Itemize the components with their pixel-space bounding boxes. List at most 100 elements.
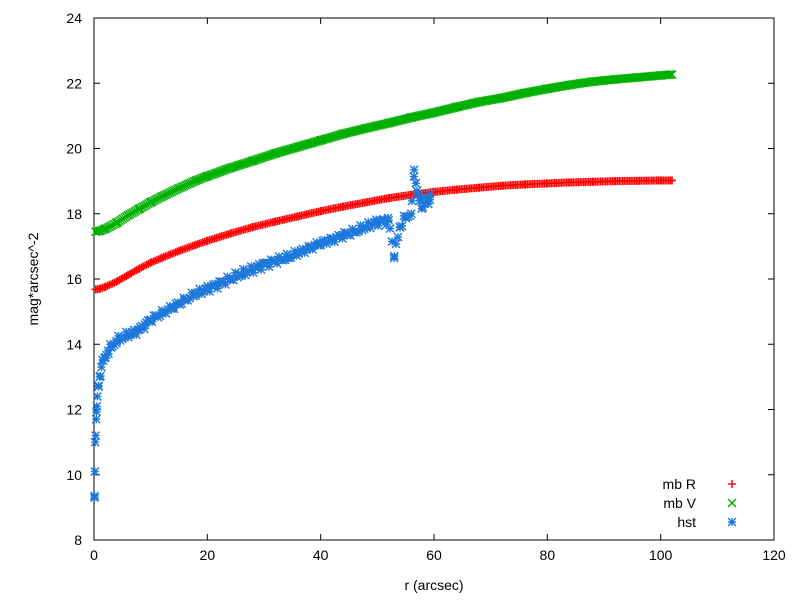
point-hst: [397, 221, 407, 231]
point-mb-v: [337, 129, 347, 139]
point-mb-r: [107, 280, 115, 289]
point-mb-r: [129, 268, 138, 277]
point-mb-v: [441, 105, 451, 115]
point-mb-r: [147, 258, 156, 267]
point-mb-r: [132, 266, 141, 275]
x-axis-label: r (arcsec): [404, 577, 463, 593]
point-mb-v: [351, 126, 361, 136]
point-mb-v: [438, 106, 447, 116]
point-mb-v: [402, 114, 412, 124]
point-mb-v: [392, 116, 402, 126]
point-mb-v: [443, 104, 453, 114]
legend-marker-hst: [727, 517, 737, 527]
point-mb-v: [387, 117, 396, 127]
axis-tick-labels: 0 20 40 60 80 100 120 8 10 12 14 16 18 20 22 24: [66, 10, 785, 563]
point-mb-v: [397, 115, 407, 125]
point-mb-v: [354, 125, 364, 135]
point-hst: [385, 223, 395, 233]
point-mb-r: [149, 257, 158, 266]
point-mb-v: [395, 115, 405, 125]
series-mb-v: [91, 69, 677, 237]
plot-frame: [93, 17, 775, 541]
point-mb-v: [390, 117, 400, 127]
point-hst: [407, 196, 417, 206]
point-mb-v: [356, 125, 366, 135]
point-mb-r: [127, 269, 136, 278]
y-tick-label: 24: [66, 10, 82, 26]
data-marks: [90, 69, 677, 503]
point-hst: [393, 232, 403, 242]
point-mb-r: [108, 279, 117, 288]
point-hst: [139, 324, 149, 334]
point-hst: [90, 491, 100, 501]
point-mb-r: [112, 277, 121, 286]
point-mb-r: [151, 256, 160, 265]
point-mb-r: [110, 278, 119, 287]
point-mb-r: [130, 267, 139, 276]
point-mb-v: [342, 128, 352, 138]
legend-label-hst: hst: [677, 514, 696, 530]
point-hst: [391, 239, 401, 249]
point-mb-v: [344, 127, 354, 137]
legend-label-mb-r: mb R: [663, 476, 696, 492]
y-tick-label: 16: [66, 271, 82, 287]
x-tick-label: 20: [200, 547, 216, 563]
x-tick-label: 100: [649, 547, 673, 563]
y-tick-label: 10: [66, 467, 82, 483]
point-mb-r: [141, 261, 149, 270]
point-mb-v: [388, 117, 398, 127]
point-hst: [383, 213, 393, 223]
point-hst: [405, 211, 415, 221]
legend: mb R mb V hst: [663, 476, 737, 530]
y-axis-label: mag*arcsec^-2: [25, 232, 41, 325]
point-mb-v: [664, 70, 674, 80]
legend-marker-mb-v: [727, 498, 737, 508]
point-mb-r: [156, 254, 165, 263]
x-tick-label: 120: [762, 547, 786, 563]
point-hst: [425, 195, 435, 205]
point-mb-r: [142, 260, 151, 269]
point-hst: [91, 414, 101, 424]
point-mb-v: [393, 116, 403, 126]
point-mb-v: [434, 106, 444, 116]
series-hst: [90, 165, 435, 503]
point-mb-r: [154, 255, 163, 264]
point-mb-v: [385, 118, 395, 128]
point-mb-v: [341, 128, 351, 138]
point-mb-v: [665, 70, 675, 80]
point-hst: [103, 349, 113, 359]
point-mb-v: [436, 106, 446, 116]
point-mb-r: [101, 282, 110, 291]
point-mb-r: [146, 258, 155, 267]
point-mb-r: [125, 270, 134, 279]
axis-ticks: [93, 17, 775, 541]
point-mb-v: [92, 226, 102, 236]
legend-label-mb-v: mb V: [663, 495, 696, 511]
y-tick-label: 22: [66, 75, 82, 91]
point-mb-r: [135, 264, 144, 273]
point-hst: [92, 407, 102, 417]
point-mb-v: [444, 104, 454, 114]
point-hst: [96, 362, 106, 372]
point-mb-r: [152, 255, 161, 264]
point-mb-v: [346, 127, 356, 137]
point-hst: [409, 172, 419, 182]
point-mb-r: [122, 272, 131, 281]
point-hst: [90, 466, 100, 476]
series-mb-r: [91, 176, 676, 294]
point-mb-v: [358, 124, 368, 134]
y-tick-label: 20: [66, 141, 82, 157]
point-mb-r: [113, 276, 122, 285]
point-mb-v: [667, 69, 677, 79]
point-mb-v: [446, 103, 456, 113]
point-mb-v: [432, 107, 442, 117]
x-tick-label: 40: [313, 547, 329, 563]
point-mb-r: [668, 176, 676, 185]
point-mb-r: [134, 265, 143, 274]
point-mb-r: [115, 275, 124, 284]
point-hst: [91, 431, 101, 441]
y-tick-label: 18: [66, 206, 82, 222]
point-mb-v: [400, 114, 410, 124]
x-tick-label: 60: [426, 547, 442, 563]
